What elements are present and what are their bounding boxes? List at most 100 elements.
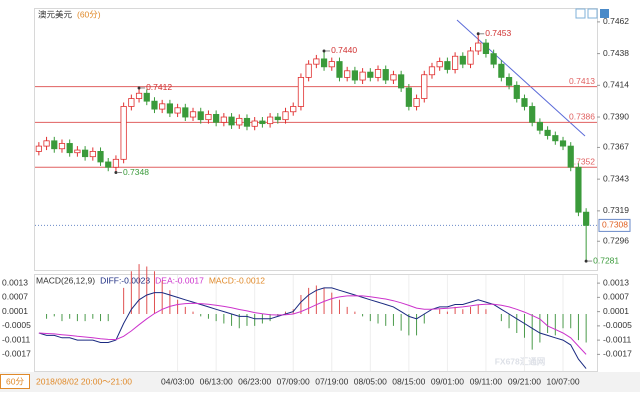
candle-body: [513, 84, 520, 99]
candle-body: [428, 66, 436, 76]
y-tick-label: 0.7296: [603, 236, 629, 246]
candle-body: [374, 69, 382, 78]
period-subtitle: (60分): [77, 9, 101, 19]
current-price-label: 0.7308: [602, 220, 628, 230]
candle-body: [313, 58, 320, 65]
extreme-label: 0.7281: [593, 255, 619, 265]
y-tick-label: 0.7367: [603, 142, 629, 152]
candle-body: [228, 116, 235, 126]
candle-body: [405, 87, 412, 107]
extreme-label: 0.7412: [146, 82, 172, 92]
candle-body: [536, 121, 543, 131]
candle-body: [390, 74, 397, 81]
candle-body: [251, 120, 258, 127]
candle-body: [151, 100, 158, 110]
extreme-point: [114, 171, 118, 175]
x-tick-label: 09/01:00: [431, 376, 464, 386]
candle-body: [197, 111, 204, 121]
macd-y-tick-label: 0.0001: [603, 306, 629, 316]
candle-body: [213, 113, 220, 123]
candle-body: [359, 71, 366, 81]
candle-body: [297, 76, 305, 107]
candle-body: [282, 111, 289, 121]
level-label: 0.7352: [569, 157, 595, 167]
candle-body: [583, 211, 590, 226]
candle-body: [490, 53, 497, 65]
y-tick-label: 0.7438: [603, 48, 629, 58]
x-tick-label: 09/21:00: [508, 376, 541, 386]
candle-body: [498, 63, 505, 78]
extreme-label: 0.7440: [331, 45, 357, 55]
candle-body: [467, 50, 474, 65]
candle-body: [174, 107, 181, 114]
candle-body: [89, 150, 96, 158]
candle-body: [475, 42, 482, 52]
candle-body: [143, 92, 150, 102]
candle-body: [305, 63, 312, 78]
candle-body: [529, 106, 536, 123]
macd-y-tick-label: -0.0005: [603, 320, 632, 330]
cursor-time: 2018/08/02 20:00～21:00: [36, 376, 132, 386]
candle-body: [482, 42, 490, 55]
x-tick-label: 08/05:00: [354, 376, 387, 386]
x-tick-label: 07/19:00: [315, 376, 348, 386]
extreme-point: [137, 86, 141, 90]
current-price-box: [598, 218, 631, 232]
candle-body: [220, 116, 227, 123]
x-tick-label: 06/23:00: [238, 376, 271, 386]
candle-body: [575, 166, 582, 213]
toolbar-icon[interactable]: [600, 9, 609, 18]
candle-body: [236, 117, 243, 126]
candle-body: [135, 92, 143, 99]
candle-body: [274, 116, 281, 121]
candle-body: [382, 69, 389, 81]
price-frame: [34, 8, 598, 271]
candle-body: [552, 135, 559, 142]
level-label: 0.7386: [569, 112, 595, 122]
macd-y-tick-label-left: 0.0007: [2, 292, 28, 302]
candle-body: [459, 55, 466, 65]
candle-body: [413, 98, 420, 107]
extreme-point: [584, 259, 588, 263]
macd-y-tick-label-left: -0.0011: [2, 334, 30, 344]
level-label: 0.7413: [569, 76, 595, 86]
extreme-point: [476, 32, 480, 36]
candle-body: [58, 143, 66, 150]
candle-body: [344, 70, 351, 78]
macd-y-tick-label-left: -0.0005: [2, 320, 31, 330]
candle-body: [267, 116, 274, 125]
candle-body: [105, 161, 112, 168]
candle-body: [74, 149, 81, 154]
x-tick-label: 09/11:00: [470, 376, 503, 386]
candle-body: [367, 71, 374, 78]
macd-y-tick-label: 0.0013: [603, 277, 629, 287]
candle-body: [505, 76, 513, 86]
candle-body: [521, 98, 528, 107]
period-button[interactable]: [0, 374, 30, 389]
candle-body: [328, 61, 335, 68]
candle-body: [112, 158, 120, 168]
candle-body: [452, 55, 459, 70]
watermark: FX678汇通网: [495, 356, 546, 366]
candle-body: [51, 140, 58, 150]
x-tick-label: 07/09:00: [277, 376, 310, 386]
y-tick-label: 0.7462: [603, 16, 629, 26]
candle-body: [128, 98, 135, 107]
candle-body: [120, 106, 127, 160]
macd-y-tick-label-left: 0.0001: [2, 306, 28, 316]
macd-legend: DEA:-0.0017: [155, 275, 204, 285]
candle-body: [444, 61, 451, 70]
y-tick-label: 0.7414: [603, 80, 629, 90]
candle-body: [398, 74, 405, 89]
toolbar-icon[interactable]: [587, 8, 598, 19]
candle-body: [567, 145, 574, 168]
candle-body: [259, 120, 266, 125]
toolbar-icon[interactable]: [575, 8, 586, 19]
extreme-point: [322, 49, 326, 53]
candle-body: [66, 143, 73, 154]
macd-y-tick-label: -0.0011: [603, 334, 631, 344]
x-tick-label: 04/03:00: [161, 376, 194, 386]
macd-y-tick-label-left: -0.0017: [2, 349, 31, 359]
